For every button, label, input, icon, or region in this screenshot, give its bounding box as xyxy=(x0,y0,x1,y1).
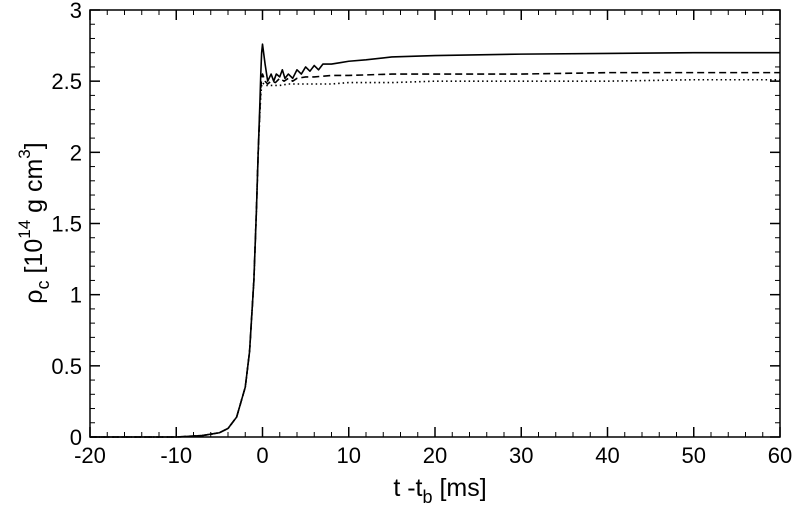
series-lines xyxy=(90,43,780,438)
x-tick-label: 0 xyxy=(256,443,268,468)
series-line-dashed xyxy=(90,71,780,438)
x-tick-label: -10 xyxy=(160,443,192,468)
x-tick-label: 10 xyxy=(337,443,361,468)
x-tick-label: 50 xyxy=(682,443,706,468)
x-tick-label: 40 xyxy=(595,443,619,468)
y-tick-label: 2.5 xyxy=(51,69,82,94)
y-tick-label: 0.5 xyxy=(51,354,82,379)
y-tick-label: 3 xyxy=(70,0,82,23)
y-axis-title: ρc [1014 g cm3] xyxy=(15,142,53,303)
x-tick-label: -20 xyxy=(74,443,106,468)
series-line-solid xyxy=(90,43,780,438)
x-tick-label: 20 xyxy=(423,443,447,468)
y-tick-label: 0 xyxy=(70,425,82,450)
series-line-dotted xyxy=(90,78,780,438)
x-tick-label: 60 xyxy=(768,443,792,468)
x-axis-title: t -tb [ms] xyxy=(393,474,486,507)
y-tick-label: 1.5 xyxy=(51,212,82,237)
y-tick-label: 2 xyxy=(70,140,82,165)
x-tick-label: 30 xyxy=(509,443,533,468)
tick-labels: -20 -10 0 10 20 30 40 50 60 0 0.5 1 1.5 2 2.5 3 xyxy=(51,0,792,468)
y-tick-label: 1 xyxy=(70,283,82,308)
